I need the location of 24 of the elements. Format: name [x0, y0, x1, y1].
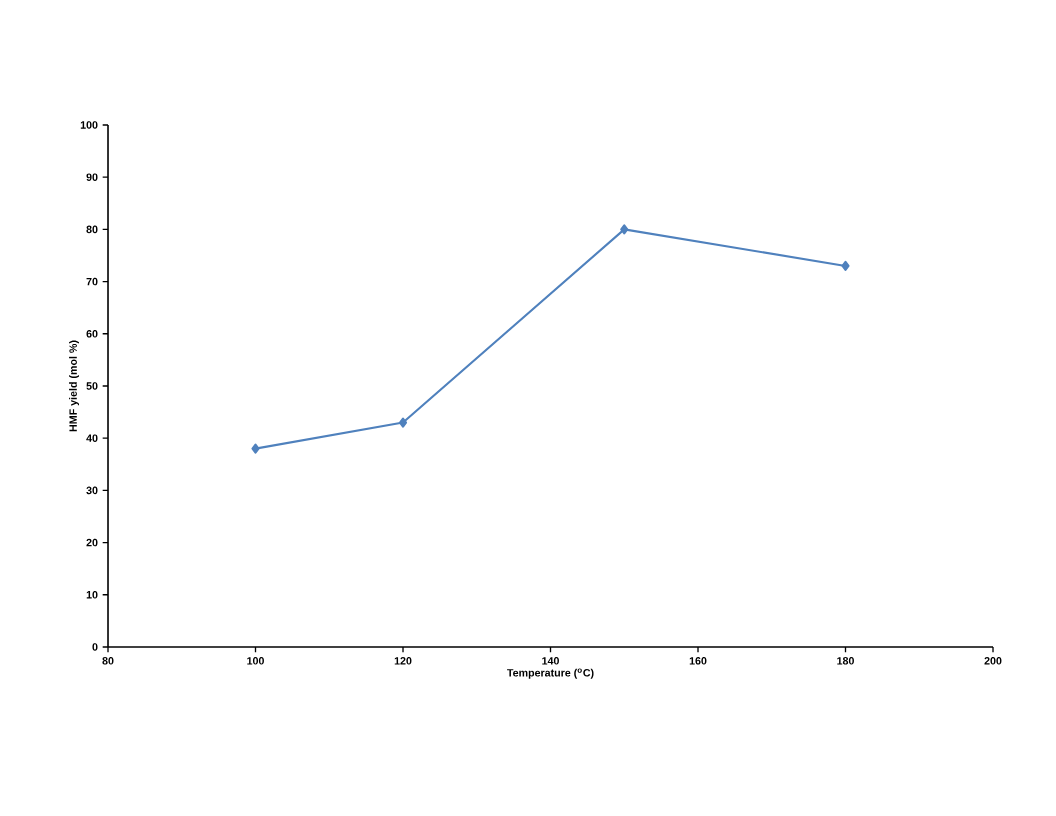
x-tick-label: 120	[394, 657, 412, 665]
x-tick-label: 180	[837, 657, 854, 665]
point	[841, 260, 850, 271]
y-tick-label: 20	[86, 538, 98, 547]
x-tick-label: 100	[247, 657, 264, 665]
y-tick-label: 40	[86, 434, 98, 442]
x-tick-label: 80	[102, 657, 114, 665]
x-tick-label: 160	[689, 657, 707, 665]
point	[251, 443, 260, 454]
x-axis-title: Temperature ($^{o}$C)	[507, 668, 594, 679]
y-tick-label: 0	[92, 643, 98, 651]
x-tick-label: 140	[542, 657, 559, 665]
y-tick-label: 50	[86, 382, 98, 390]
y-tick-label: 60	[86, 330, 98, 338]
y-tick-label: 80	[86, 225, 98, 234]
x-tick-label: 200	[984, 657, 1002, 665]
y-tick-label: 90	[86, 173, 98, 181]
point	[398, 417, 408, 428]
y-tick-label: 30	[86, 486, 98, 495]
y-tick-label: 70	[86, 277, 98, 286]
y-axis-title: HMF yield (mol %)	[69, 340, 80, 432]
point	[620, 224, 629, 235]
y-tick-label: 10	[86, 591, 98, 599]
y-tick-label: 100	[80, 121, 98, 129]
